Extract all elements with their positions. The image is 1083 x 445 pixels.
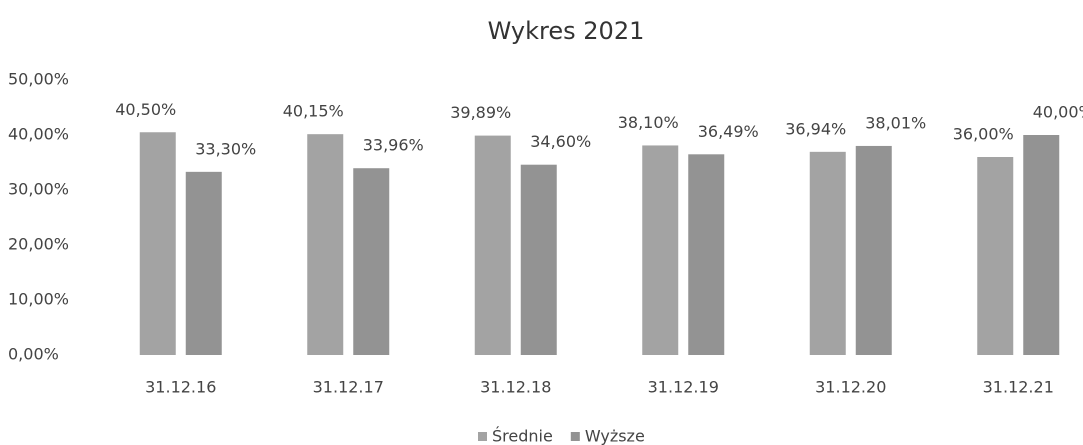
legend-label: Wyższe	[585, 427, 645, 445]
bar	[353, 168, 390, 355]
y-tick-label: 40,00%	[8, 125, 69, 144]
bar	[139, 132, 176, 355]
data-label: 39,89%	[450, 103, 511, 122]
x-tick-label: 31.12.16	[145, 378, 216, 397]
data-label: 34,60%	[530, 132, 591, 151]
data-label: 33,96%	[363, 136, 424, 155]
data-label: 38,10%	[618, 113, 679, 132]
data-label: 36,49%	[698, 122, 759, 141]
bar	[307, 134, 344, 355]
data-label: 40,15%	[283, 102, 344, 121]
data-label: 40,00%	[1033, 103, 1083, 122]
y-tick-label: 20,00%	[8, 235, 69, 254]
bar	[1023, 135, 1060, 355]
data-label: 33,30%	[195, 139, 256, 158]
data-label: 36,00%	[953, 125, 1014, 144]
y-tick-label: 30,00%	[8, 180, 69, 199]
bar	[520, 164, 557, 355]
legend-label: Średnie	[492, 427, 553, 445]
data-label: 38,01%	[865, 113, 926, 132]
bar	[642, 145, 679, 355]
bar	[474, 135, 511, 355]
y-tick-label: 0,00%	[8, 345, 59, 364]
bar	[809, 151, 846, 355]
legend-swatch	[570, 432, 580, 441]
data-label: 36,94%	[785, 119, 846, 138]
y-tick-label: 50,00%	[8, 70, 69, 89]
bar	[977, 157, 1014, 355]
x-tick-label: 31.12.20	[815, 378, 886, 397]
x-tick-label: 31.12.18	[480, 378, 551, 397]
y-tick-label: 10,00%	[8, 290, 69, 309]
x-tick-label: 31.12.19	[648, 378, 719, 397]
data-label: 40,50%	[115, 100, 176, 119]
bar	[855, 145, 892, 355]
bar	[688, 154, 725, 355]
chart-title: Wykres 2021	[488, 17, 645, 45]
x-tick-label: 31.12.21	[983, 378, 1054, 397]
legend-swatch	[478, 432, 487, 441]
x-tick-label: 31.12.17	[313, 378, 384, 397]
bar	[185, 171, 222, 355]
